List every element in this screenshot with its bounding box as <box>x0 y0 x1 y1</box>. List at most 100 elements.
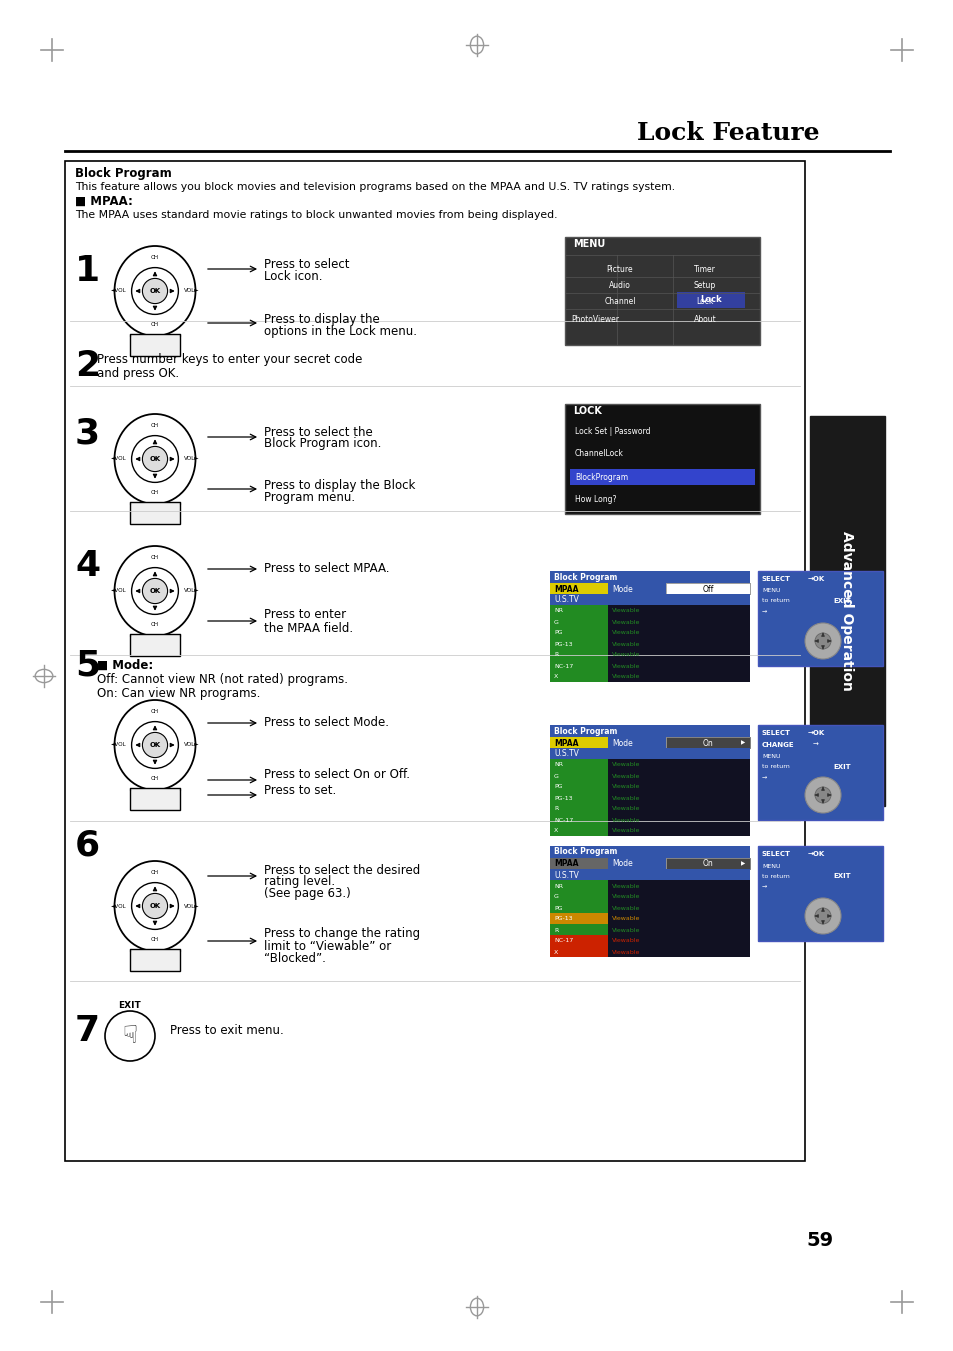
Text: PG-13: PG-13 <box>554 796 572 801</box>
Text: G: G <box>554 894 558 900</box>
Text: ChannelLock: ChannelLock <box>575 450 623 458</box>
Text: Viewable: Viewable <box>612 663 639 669</box>
Text: U.S.TV: U.S.TV <box>554 596 578 604</box>
Text: Press to select the desired: Press to select the desired <box>264 863 420 877</box>
Text: U.S.TV: U.S.TV <box>554 750 578 758</box>
Text: ◄VOL: ◄VOL <box>111 904 126 908</box>
Text: Lock icon.: Lock icon. <box>264 269 322 282</box>
Text: Lock Set | Password: Lock Set | Password <box>575 427 650 435</box>
Text: Viewable: Viewable <box>612 894 639 900</box>
Text: Timer: Timer <box>694 265 715 273</box>
Text: 3: 3 <box>75 417 100 451</box>
Text: Viewable: Viewable <box>612 642 639 647</box>
Text: Press number keys to enter your secret code: Press number keys to enter your secret c… <box>97 353 362 366</box>
Text: Lock Feature: Lock Feature <box>637 122 820 145</box>
Text: Viewable: Viewable <box>612 928 639 932</box>
Bar <box>607 638 749 648</box>
Text: This feature allows you block movies and television programs based on the MPAA a: This feature allows you block movies and… <box>75 182 675 192</box>
Text: Press to enter: Press to enter <box>264 608 346 621</box>
Text: Press to set.: Press to set. <box>264 784 335 797</box>
Bar <box>550 571 749 584</box>
Bar <box>758 846 882 942</box>
Text: Viewable: Viewable <box>612 608 639 613</box>
Text: Picture: Picture <box>606 265 633 273</box>
Text: CH: CH <box>151 322 159 327</box>
Text: Press to display the: Press to display the <box>264 312 379 326</box>
Circle shape <box>814 908 830 924</box>
Bar <box>607 671 749 682</box>
Text: R: R <box>554 653 558 658</box>
Bar <box>550 858 607 869</box>
Circle shape <box>142 578 168 604</box>
Text: About: About <box>693 315 716 323</box>
Text: Off: Cannot view NR (not rated) programs.: Off: Cannot view NR (not rated) programs… <box>97 673 348 685</box>
Text: VOL►: VOL► <box>184 457 199 462</box>
Bar <box>607 902 749 913</box>
Bar <box>607 924 749 935</box>
Text: limit to “Viewable” or: limit to “Viewable” or <box>264 939 391 952</box>
Bar <box>550 802 607 815</box>
Text: Block Program: Block Program <box>75 166 172 180</box>
Text: On: On <box>702 739 713 747</box>
Text: →OK: →OK <box>807 851 824 857</box>
Circle shape <box>804 898 841 934</box>
Bar <box>607 661 749 671</box>
Bar <box>130 950 180 971</box>
Text: X: X <box>554 828 558 834</box>
Circle shape <box>142 278 168 304</box>
Text: Mode: Mode <box>612 859 632 869</box>
Bar <box>607 792 749 802</box>
Text: SELECT: SELECT <box>761 730 790 736</box>
Bar <box>550 902 607 913</box>
Text: 59: 59 <box>805 1232 833 1251</box>
Bar <box>607 770 749 781</box>
Text: Block Program: Block Program <box>554 847 617 857</box>
Text: Setup: Setup <box>693 281 716 289</box>
Text: ◄VOL: ◄VOL <box>111 743 126 747</box>
Text: 7: 7 <box>75 1015 100 1048</box>
Text: the MPAA field.: the MPAA field. <box>264 621 353 635</box>
Text: PG: PG <box>554 631 562 635</box>
Text: NC-17: NC-17 <box>554 817 573 823</box>
Text: OK: OK <box>150 588 160 594</box>
Bar <box>564 236 760 345</box>
Bar <box>758 571 882 666</box>
Text: Audio: Audio <box>608 281 630 289</box>
Bar <box>665 738 749 748</box>
Bar <box>130 634 180 655</box>
Text: →OK: →OK <box>807 576 824 582</box>
Bar <box>550 584 749 594</box>
Text: ■ MPAA:: ■ MPAA: <box>75 195 132 208</box>
Circle shape <box>142 732 168 758</box>
Text: ▶: ▶ <box>740 740 744 746</box>
Text: to return: to return <box>761 874 789 878</box>
Text: CH: CH <box>151 709 159 715</box>
Text: G: G <box>554 774 558 778</box>
Bar <box>130 788 180 809</box>
Text: to return: to return <box>761 765 789 770</box>
Text: Viewable: Viewable <box>612 774 639 778</box>
Text: PG-13: PG-13 <box>554 916 572 921</box>
Text: 1: 1 <box>75 254 100 288</box>
Text: Block Program: Block Program <box>554 727 617 735</box>
Text: Press to select Mode.: Press to select Mode. <box>264 716 389 730</box>
Text: Press to select the: Press to select the <box>264 426 373 439</box>
Text: EXIT: EXIT <box>832 598 850 604</box>
Bar <box>550 770 607 781</box>
Text: Block Program icon.: Block Program icon. <box>264 438 381 450</box>
Text: Viewable: Viewable <box>612 828 639 834</box>
Text: CH: CH <box>151 621 159 627</box>
Text: CH: CH <box>151 936 159 942</box>
Text: ☟: ☟ <box>122 1024 137 1048</box>
Bar <box>550 738 607 748</box>
Bar <box>550 869 749 880</box>
Text: OK: OK <box>150 742 160 748</box>
Text: PG: PG <box>554 785 562 789</box>
Bar <box>550 825 607 836</box>
Text: Channel: Channel <box>603 296 635 305</box>
Bar <box>550 725 749 738</box>
Text: Press to change the rating: Press to change the rating <box>264 927 419 939</box>
Text: ■ Mode:: ■ Mode: <box>97 658 153 671</box>
Bar <box>607 738 665 748</box>
Text: MENU: MENU <box>761 863 780 869</box>
